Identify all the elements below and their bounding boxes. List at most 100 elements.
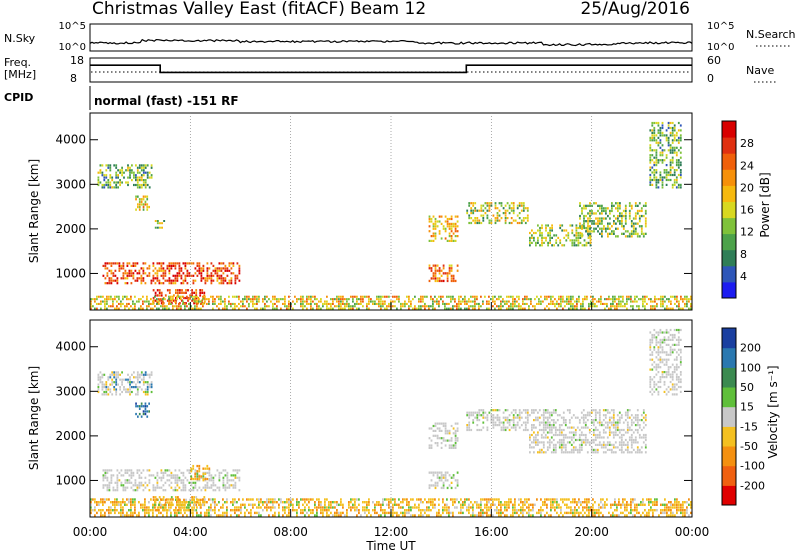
velocity-cell [192,511,194,515]
power-cell [448,272,451,275]
velocity-cell [608,411,611,414]
power-cell [340,305,342,308]
velocity-cell [175,506,177,509]
velocity-cell [192,481,195,484]
velocity-cell [630,436,633,439]
power-cell [152,277,155,280]
power-cell [472,295,474,298]
velocity-cell [476,414,479,417]
velocity-cell [608,419,611,422]
velocity-cell [212,479,215,482]
velocity-cell [618,431,621,434]
power-cell [198,300,200,303]
power-cell [599,212,601,215]
velocity-cell [476,514,478,517]
velocity-cell [669,380,672,384]
power-cell [438,279,441,283]
velocity-cell [442,476,445,479]
power-cell [474,300,476,303]
power-cell [302,307,304,310]
velocity-cell [250,514,252,517]
power-cell [314,298,316,301]
power-cell [114,262,117,265]
power-cell [679,129,682,132]
power-cell [679,134,682,137]
power-cell [508,295,510,298]
velocity-cell [580,446,583,449]
power-cell [458,295,460,298]
power-cell [613,204,615,207]
power-cell [106,272,109,275]
velocity-cell [195,503,198,507]
power-region [466,202,529,225]
velocity-cell [510,411,513,414]
power-cell [134,262,137,265]
power-cell [158,267,161,270]
power-cell [655,151,658,154]
velocity-cell [270,506,272,509]
power-cell [146,174,149,177]
velocity-cell [206,464,209,468]
power-cell [276,307,278,310]
velocity-cell [120,469,123,472]
velocity-cell [191,506,193,509]
power-cell [504,214,507,217]
power-cell [434,225,437,228]
power-cell [140,279,143,282]
power-cell [392,300,394,303]
velocity-cell [492,498,494,501]
power-cell [669,126,672,130]
velocity-cell [258,511,260,515]
velocity-cell [546,409,549,412]
power-cell [522,204,525,207]
velocity-cell [502,511,504,515]
power-cell [510,207,513,210]
velocity-cell [390,506,392,509]
velocity-cell [578,421,581,424]
power-cell [482,219,485,222]
power-cell [587,227,589,230]
velocity-cell [667,358,670,361]
velocity-cell [552,409,555,412]
power-cell [480,221,483,225]
velocity-cell [626,411,629,414]
velocity-cell [338,503,340,506]
power-cell [606,305,608,308]
power-cell [444,302,446,305]
power-cell [342,295,344,298]
power-cell [651,183,654,186]
velocity-cell [102,498,104,501]
power-cell [170,264,173,267]
power-cell [486,214,489,217]
power-cell [300,298,302,301]
velocity-cell [642,433,645,437]
power-cell [579,214,581,218]
velocity-cell [436,514,438,517]
velocity-cell [180,511,182,515]
power-cell [585,226,588,230]
velocity-cell [132,511,134,515]
velocity-cell [490,416,493,419]
velocity-cell [520,498,522,501]
velocity-cell [531,409,533,412]
velocity-cell [126,498,128,501]
power-cell [510,221,513,225]
velocity-cell [675,388,678,391]
velocity-cell [346,509,348,512]
power-cell [148,205,150,209]
velocity-cell [632,421,635,424]
power-cell [382,305,384,308]
velocity-cell [100,498,102,501]
power-cell [115,183,118,187]
velocity-cell [282,506,284,509]
velocity-cell [170,501,173,504]
velocity-cell [578,428,581,432]
velocity-cell [188,509,190,512]
power-cell [134,264,137,267]
power-cell [122,295,124,298]
velocity-cell [380,506,382,509]
velocity-region [428,422,459,449]
velocity-cell [665,373,668,376]
power-cell [272,305,274,308]
power-cell [456,305,458,308]
